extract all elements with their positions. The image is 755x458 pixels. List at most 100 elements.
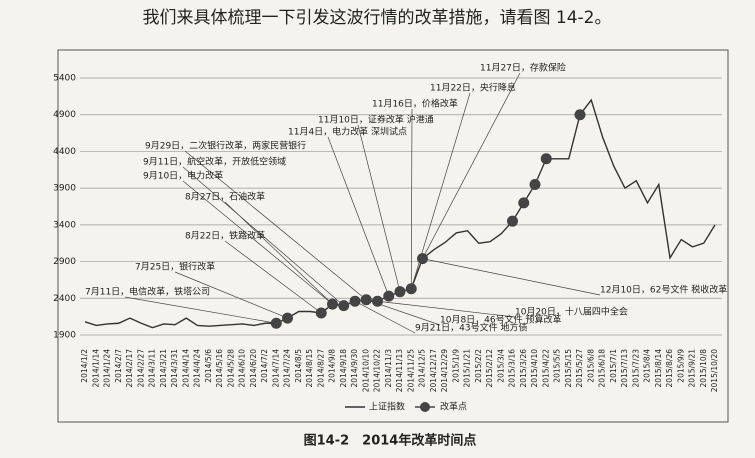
y-tick-label: 3400 xyxy=(53,220,76,230)
annotation: 8月27日，石油改革 xyxy=(185,191,265,203)
x-tick-label: 2014/10/10 xyxy=(361,349,370,392)
x-tick-label: 2015/3/4 xyxy=(496,349,505,383)
y-tick-label: 4400 xyxy=(53,147,76,157)
annotation-arrow xyxy=(422,258,601,296)
x-tick-label: 2015/7/23 xyxy=(631,349,640,388)
reform-point xyxy=(518,197,530,209)
x-tick-label: 2014/7/14 xyxy=(271,349,280,388)
y-tick-label: 1900 xyxy=(53,331,76,341)
x-tick-label: 2014/6/10 xyxy=(238,349,247,388)
x-tick-label: 2014/4/24 xyxy=(193,349,202,388)
x-tick-label: 2015/7/13 xyxy=(620,349,629,388)
annotation-arrow xyxy=(224,240,322,314)
x-tick-label: 2015/2/2 xyxy=(474,349,483,383)
annotation: 11月10日，证券改革 沪港通 xyxy=(318,114,434,126)
chart-frame xyxy=(57,49,729,423)
x-tick-label: 2014/9/8 xyxy=(328,349,337,383)
x-tick-label: 2014/7/24 xyxy=(283,349,292,388)
legend-label: 改革点 xyxy=(440,401,467,413)
annotation-arrow xyxy=(182,180,333,305)
x-tick-label: 2015/10/20 xyxy=(710,349,719,392)
annotation: 7月11日，电信改革，铁塔公司 xyxy=(85,286,210,298)
x-tick-label: 2014/10/22 xyxy=(373,349,382,392)
annotation: 10月20日，十八届四中全会 xyxy=(515,306,628,318)
x-tick-label: 2014/1/2 xyxy=(80,349,89,383)
x-tick-label: 2015/10/8 xyxy=(699,349,708,388)
x-tick-label: 2015/1/21 xyxy=(463,349,472,388)
x-tick-label: 2014/3/31 xyxy=(170,349,179,388)
legend-label: 上证指数 xyxy=(369,401,405,413)
x-tick-label: 2014/9/18 xyxy=(339,349,348,388)
x-tick-label: 2014/8/5 xyxy=(294,349,303,383)
annotation-arrow xyxy=(327,136,390,297)
annotation: 7月25日，银行改革 xyxy=(135,261,215,273)
x-tick-label: 2015/8/4 xyxy=(643,349,652,383)
annotation: 11月16日，价格改革 xyxy=(372,98,458,110)
x-tick-label: 2015/4/10 xyxy=(530,349,539,388)
y-tick-label: 5400 xyxy=(53,74,76,84)
annotation: 10月8日，46号文件 预算改革 xyxy=(440,314,562,326)
x-tick-label: 2014/8/27 xyxy=(316,349,325,388)
x-tick-label: 2015/5/27 xyxy=(575,349,584,388)
x-tick-label: 2015/3/26 xyxy=(519,349,528,388)
annotation: 11月27日，存款保险 xyxy=(480,62,566,74)
annotation-arrow xyxy=(366,299,441,326)
x-tick-label: 2014/8/15 xyxy=(305,349,314,388)
annotation-arrow xyxy=(184,150,367,301)
x-tick-label: 2014/5/6 xyxy=(204,349,213,383)
annotation: 9月29日，二次银行改革，两家民营银行 xyxy=(145,140,306,152)
x-tick-label: 2015/7/1 xyxy=(609,349,618,383)
x-tick-label: 2014/2/7 xyxy=(114,349,123,383)
y-tick-label: 2400 xyxy=(53,294,76,304)
x-tick-label: 2014/12/29 xyxy=(440,349,449,392)
x-tick-label: 2015/1/9 xyxy=(451,349,460,383)
x-tick-label: 2015/6/8 xyxy=(586,349,595,383)
x-tick-label: 2015/9/9 xyxy=(676,349,685,383)
annotation: 8月22日，铁路改革 xyxy=(185,230,265,242)
x-tick-label: 2014/11/3 xyxy=(384,349,393,388)
x-tick-label: 2014/2/27 xyxy=(136,349,145,388)
x-tick-label: 2014/4/14 xyxy=(181,349,190,388)
x-tick-label: 2014/12/17 xyxy=(429,349,438,392)
annotation: 11月22日，央行降息 xyxy=(430,82,516,94)
x-tick-label: 2014/1/14 xyxy=(91,349,100,388)
x-tick-label: 2015/8/14 xyxy=(654,349,663,388)
x-tick-label: 2015/2/12 xyxy=(485,349,494,388)
annotation-arrow xyxy=(124,296,277,324)
x-tick-label: 2014/2/17 xyxy=(125,349,134,388)
annotation: 9月10日，电力改革 xyxy=(143,170,223,182)
annotation-arrow xyxy=(410,92,471,289)
x-tick-label: 2015/5/15 xyxy=(564,349,573,388)
x-tick-label: 2014/6/20 xyxy=(249,349,258,388)
x-tick-label: 2015/6/18 xyxy=(598,349,607,388)
annotation-arrow xyxy=(357,124,401,292)
annotation: 12月10日，62号文件 税收改革 xyxy=(600,284,727,296)
x-tick-label: 2014/12/5 xyxy=(418,349,427,388)
x-tick-label: 2015/9/21 xyxy=(688,349,697,388)
annotation-arrow xyxy=(354,300,416,334)
annotation-arrow xyxy=(410,108,413,289)
x-tick-label: 2014/5/16 xyxy=(215,349,224,388)
reform-point xyxy=(574,109,586,121)
annotation: 11月4日，电力改革 深圳试点 xyxy=(288,126,407,138)
page-title: 我们来具体梳理一下引发这波行情的改革措施，请看图 14-2。 xyxy=(143,8,612,28)
annotation-arrow xyxy=(224,201,333,305)
x-tick-label: 2015/8/26 xyxy=(665,349,674,388)
annotation-arrow xyxy=(182,166,344,306)
y-tick-label: 3900 xyxy=(53,184,76,194)
annotation-arrow xyxy=(377,300,516,318)
caption: 图14-2 2014年改革时间点 xyxy=(304,433,477,449)
x-tick-label: 2014/3/21 xyxy=(159,349,168,388)
x-tick-label: 2014/7/2 xyxy=(260,349,269,383)
x-tick-label: 2014/3/11 xyxy=(148,349,157,388)
annotation: 9月11日，航空改革，开放低空领域 xyxy=(143,156,286,168)
y-tick-label: 2900 xyxy=(53,257,76,267)
x-tick-label: 2014/11/13 xyxy=(395,349,404,392)
x-tick-label: 2014/11/25 xyxy=(406,349,415,392)
x-tick-label: 2014/5/28 xyxy=(226,349,235,388)
x-tick-label: 2015/5/5 xyxy=(553,349,562,383)
annotation: 9月21日，43号文件 地方债 xyxy=(415,322,528,334)
reform-point xyxy=(529,178,541,190)
reform-point xyxy=(507,215,518,227)
